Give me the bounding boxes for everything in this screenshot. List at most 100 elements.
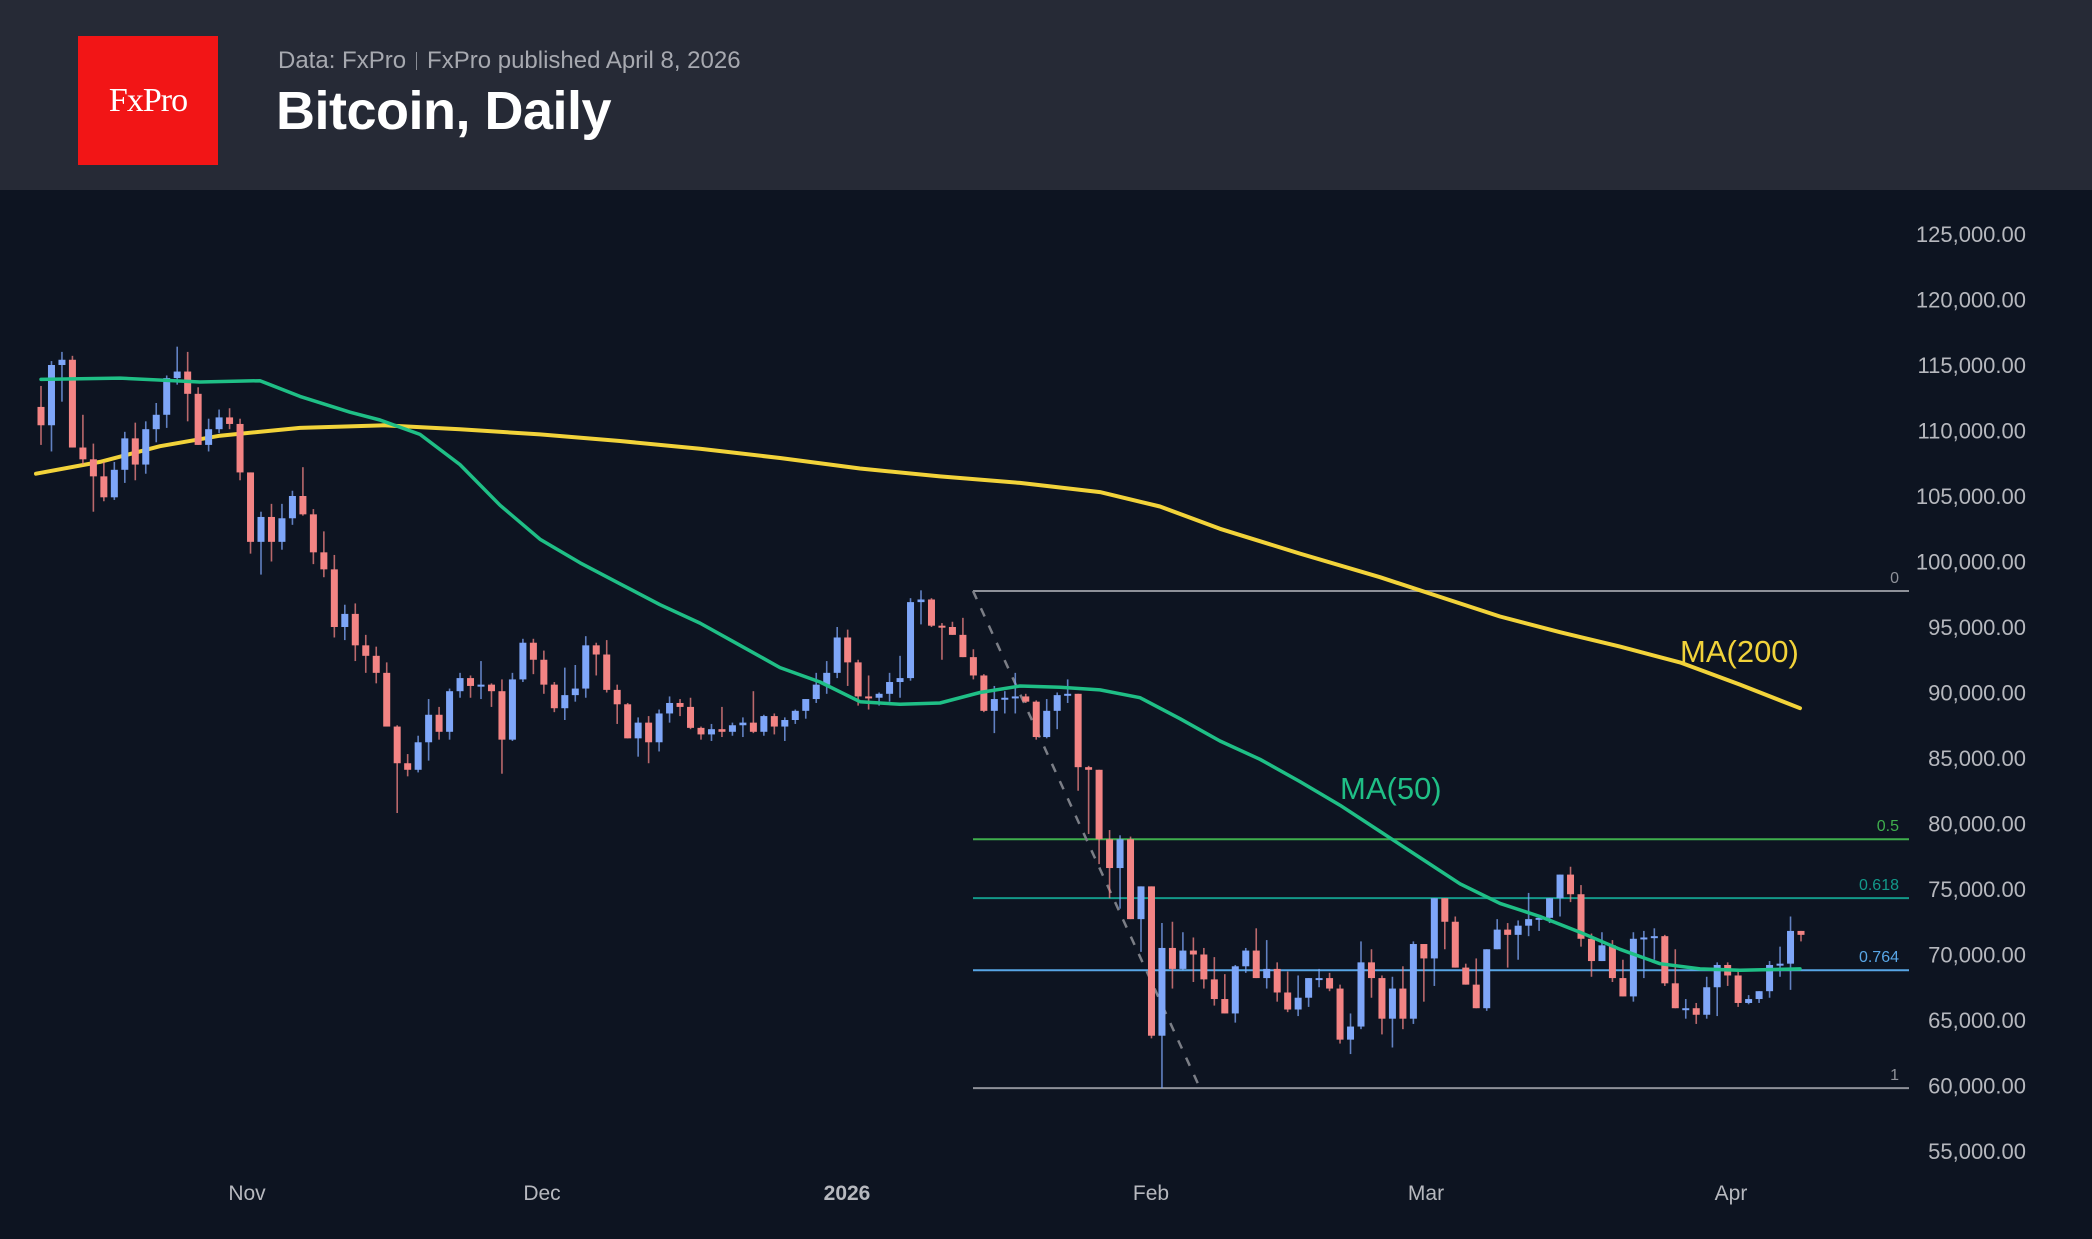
candle-body — [194, 393, 202, 445]
candle-up — [990, 685, 998, 734]
candle-body — [121, 438, 129, 470]
candle-body — [1472, 984, 1480, 1009]
candle-body — [739, 722, 747, 726]
candle-body — [414, 742, 422, 770]
candle-body — [1242, 950, 1250, 967]
candle-body — [613, 689, 621, 705]
candle-up — [833, 627, 841, 679]
candle-body — [1252, 950, 1260, 979]
candle-up — [1263, 940, 1271, 989]
candle-up — [1357, 941, 1365, 1030]
candle-body — [1535, 917, 1543, 920]
candle-up — [1514, 920, 1522, 960]
candle-up — [1011, 672, 1019, 714]
candle-up — [760, 714, 768, 736]
candle-up — [1493, 919, 1501, 950]
candle-down — [330, 554, 338, 638]
candle-up — [1001, 691, 1009, 714]
candle-up — [47, 361, 55, 452]
candle-up — [582, 636, 590, 698]
candle-body — [896, 678, 904, 683]
candle-up — [1640, 930, 1648, 979]
candle-body — [320, 552, 328, 570]
candle-body — [624, 704, 632, 739]
candle-down — [226, 408, 234, 430]
candle-up — [739, 717, 747, 738]
candle-down — [1284, 971, 1292, 1013]
candle-down — [927, 598, 935, 627]
candle-body — [1776, 963, 1784, 966]
candle-body — [498, 691, 506, 740]
candle-body — [1797, 930, 1805, 935]
candle-up — [1158, 923, 1166, 1089]
price-tick-label: 120,000.00 — [1916, 288, 2026, 313]
candle-down — [1032, 700, 1040, 740]
candlestick-chart[interactable]: 0 0.5 0.618 0.764 1 MA(50) MA(200) 125,000.00… — [0, 190, 2092, 1234]
chart-subtitle: Data: FxPro FxPro published April 8, 2026 — [278, 47, 741, 75]
candle-down — [1168, 921, 1176, 989]
candle-up — [414, 735, 422, 773]
candle-body — [1420, 944, 1428, 959]
candle-down — [540, 650, 548, 694]
candle-body — [1179, 950, 1187, 969]
candle-body — [823, 672, 831, 685]
candle-body — [561, 695, 569, 709]
candle-down — [1095, 769, 1103, 865]
candle-down — [351, 603, 359, 662]
candle-down — [1252, 928, 1260, 979]
candle-down — [1378, 975, 1386, 1035]
candle-up — [1242, 947, 1250, 973]
candle-body — [1525, 919, 1533, 926]
candle-body — [1231, 966, 1239, 1014]
candle-down — [247, 472, 255, 554]
candle-up — [1231, 964, 1239, 1023]
price-chart[interactable]: 0 0.5 0.618 0.764 1 MA(50) MA(200) 125,000.00… — [0, 190, 2092, 1234]
candle-down — [362, 634, 370, 673]
price-tick-label: 95,000.00 — [1928, 615, 2026, 640]
candle-down — [592, 642, 600, 676]
date-tick-label: Mar — [1408, 1182, 1444, 1205]
candle-up — [802, 699, 810, 719]
candle-down — [959, 617, 967, 658]
candle-up — [173, 346, 181, 385]
candle-down — [131, 422, 139, 481]
candle-body — [1127, 839, 1135, 920]
time-axis[interactable]: Nov Dec 2026 Feb Mar Apr — [228, 1182, 1747, 1205]
price-tick-label: 65,000.00 — [1928, 1008, 2026, 1033]
candle-body — [1577, 894, 1585, 939]
candle-body — [435, 714, 443, 732]
candle-body — [205, 429, 213, 445]
candle-body — [1629, 938, 1637, 997]
candle-up — [278, 503, 286, 550]
candle-body — [257, 516, 265, 542]
candle-body — [697, 727, 705, 735]
candle-body — [1022, 696, 1030, 702]
candle-body — [1640, 937, 1648, 940]
candle-down — [487, 683, 495, 707]
candle-body — [1755, 991, 1763, 1000]
candle-down — [697, 726, 705, 740]
candle-up — [121, 431, 129, 483]
candle-down — [372, 646, 380, 684]
candle-body — [812, 684, 820, 700]
candle-body — [854, 662, 862, 697]
candle-body — [550, 684, 558, 709]
candle-body — [1462, 967, 1470, 985]
candle-body — [58, 359, 66, 365]
candle-up — [1053, 692, 1061, 730]
candle-body — [1064, 693, 1072, 696]
candle-up — [1294, 975, 1302, 1017]
fib-level-label: 0 — [1890, 570, 1899, 587]
chart-header: FxPro Data: FxPro FxPro published April 8… — [0, 0, 2092, 190]
price-axis[interactable]: 125,000.00 120,000.00 115,000.00 110,000.00… — [1916, 222, 2026, 1164]
candle-body — [1357, 962, 1365, 1027]
candle-body — [1367, 962, 1375, 979]
candles — [37, 346, 1805, 1089]
candle-down — [1472, 958, 1480, 1009]
candle-body — [1650, 936, 1658, 939]
candle-down — [1189, 937, 1197, 983]
candle-body — [1315, 978, 1323, 981]
candle-body — [1787, 930, 1795, 964]
candle-body — [467, 678, 475, 686]
candle-body — [89, 459, 97, 477]
